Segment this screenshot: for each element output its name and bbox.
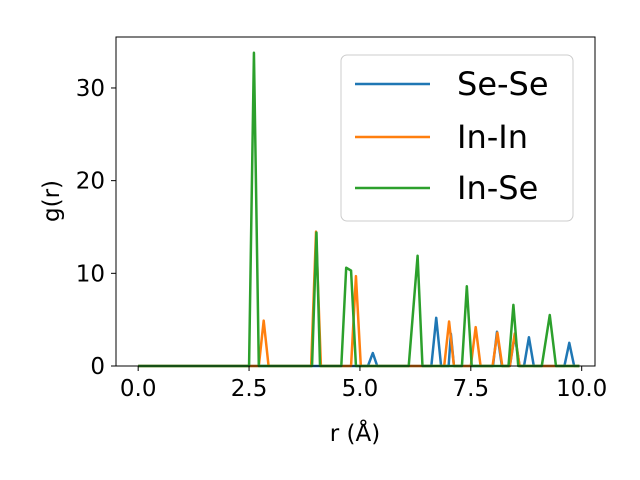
x-tick-label: 10.0 [556,376,607,402]
y-tick-label: 0 [90,354,105,380]
x-tick-label: 5.0 [342,376,379,402]
legend-label-se-se: Se-Se [457,65,549,103]
plot-frame [115,36,596,367]
legend-box [340,54,574,222]
y-axis-label: g(r) [39,180,65,222]
y-axis-ticks: 0 10 20 30 [76,76,116,380]
legend-label-in-se: In-Se [457,169,538,207]
y-tick-label: 20 [76,169,105,195]
y-tick-label: 30 [76,76,105,102]
x-tick-label: 2.5 [231,376,268,402]
legend-label-in-in: In-In [457,118,528,156]
x-axis-label: r (Å) [330,419,380,447]
x-tick-label: 0.0 [120,376,157,402]
legend: Se-Se In-In In-Se [340,54,574,222]
x-axis-ticks: 0.0 2.5 5.0 7.5 10.0 [120,366,607,402]
x-tick-label: 7.5 [453,376,490,402]
y-tick-label: 10 [76,261,105,287]
